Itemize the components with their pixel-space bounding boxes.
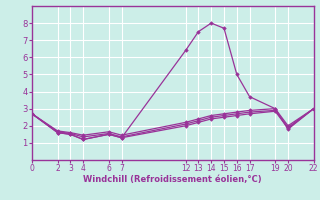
X-axis label: Windchill (Refroidissement éolien,°C): Windchill (Refroidissement éolien,°C)	[84, 175, 262, 184]
